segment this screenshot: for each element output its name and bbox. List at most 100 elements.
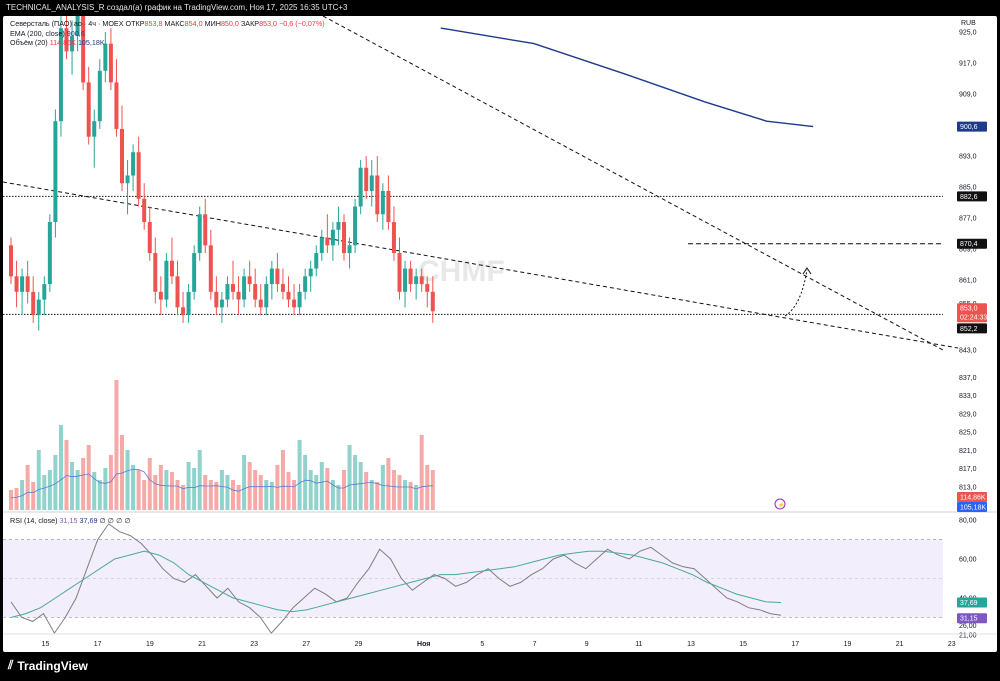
volume-bar [308,470,313,510]
time-tick-label: 15 [739,641,747,648]
level-top-badge-bg [957,191,987,202]
projection-arrow [784,269,808,317]
candle-body [208,245,213,292]
candle-body [175,276,180,308]
volume-bar [419,435,424,510]
volume-legend[interactable]: Объём (20) 114,86K 105,18K [10,38,105,47]
candle-body [375,175,380,215]
volume-bar [258,475,263,510]
price-tick-label: 893,0 [959,154,977,161]
volume-bar [20,480,25,510]
price-tick-label: 909,0 [959,92,977,99]
candle-body [242,276,247,300]
volume-bar [314,475,319,510]
volume-bar [425,465,430,510]
candle-body [236,291,241,300]
time-tick-label: 15 [42,641,50,648]
time-tick-label: 21 [896,641,904,648]
rsi-tick-label: 26,00 [959,623,977,630]
volume-bar [203,475,208,510]
time-tick-label: 17 [94,641,102,648]
candle-body [247,276,252,285]
volume-bar [86,445,91,510]
volume-bar [53,455,58,510]
volume-bar [58,425,63,510]
candle-body [253,284,258,300]
volume-bar [303,455,308,510]
candle-body [42,284,47,300]
volume-bar [403,480,408,510]
volume-bar [64,440,69,510]
rsi-ma-badge-bg [957,597,987,608]
tradingview-logo[interactable]: ⫽ TradingView [8,658,88,673]
volume-bar [70,462,75,510]
candle-body [308,268,313,277]
price-tick-label: 825,0 [959,430,977,437]
volume-bar [358,462,363,510]
candle-body [297,291,302,308]
volume-badge-1-bg [957,492,987,502]
volume-bar [236,485,241,510]
time-tick-label: 29 [355,641,363,648]
candle-body [64,28,69,52]
time-tick-label: 21 [198,641,206,648]
volume-bar [253,470,258,510]
candle-body [186,291,191,316]
volume-bar [280,450,285,510]
candle-body [47,222,52,285]
volume-bar [292,480,297,510]
projection-arrowhead [802,267,812,275]
volume-badge-1: 114,86K [960,495,986,502]
volume-bar [36,450,41,510]
candle-body [425,284,430,292]
ema-value: 900,6 [66,29,85,38]
volume-bar [336,485,341,510]
rsi-value-1: 31,15 [59,516,78,525]
ema-legend[interactable]: EMA (200, close) 900,6 [10,29,85,38]
candle-body [336,222,341,230]
candle-body [147,222,152,254]
symbol-name[interactable]: Северсталь (ПАО) [10,19,72,28]
trendline-lower [3,181,959,349]
volume-bar [342,470,346,510]
volume-bar [414,485,419,510]
chart-panel[interactable]: CHMFRUB925,0917,0909,0901,0893,0885,0877… [3,16,997,652]
candle-body [286,291,291,300]
rsi-value-2: 37,69 [79,516,98,525]
price-tick-label: 917,0 [959,61,977,68]
volume-bar [386,458,391,510]
volume-bar [330,480,335,510]
level-mid-badge-bg [957,238,987,249]
price-tick-label: 877,0 [959,216,977,223]
volume-value-1: 114,86K [49,38,76,47]
candle-body [125,175,130,184]
countdown-badge-bg [957,312,987,323]
candle-body [108,43,113,83]
level-low-badge-bg [957,323,987,334]
candle-body [419,276,424,285]
chart-canvas[interactable]: CHMFRUB925,0917,0909,0901,0893,0885,0877… [3,16,997,652]
candle-body [153,253,158,292]
volume-bar [186,462,191,510]
price-tick-label: 817,0 [959,466,977,473]
volume-bar [247,462,252,510]
volume-bar [103,468,108,510]
rsi-extra: ∅ ∅ ∅ ∅ [99,516,131,525]
rsi-badge-bg [957,613,987,624]
time-tick-label: 19 [146,641,154,648]
candle-body [292,299,297,308]
rsi-legend[interactable]: RSI (14, close) 31,15 37,69 ∅ ∅ ∅ ∅ [10,516,131,525]
level-low-badge: 852,2 [960,326,978,333]
last-price-badge-bg [957,303,987,314]
volume-bar [25,465,30,510]
trendline-upper [322,16,944,351]
attribution-text: TECHNICAL_ANALYSIS_R создал(а) график на… [6,3,348,12]
candle-body [430,291,435,312]
close-label: ЗАКР [240,19,260,28]
candle-body [120,128,124,184]
candle-body [280,284,285,292]
candle-body [58,28,63,122]
volume-bar [264,480,269,510]
volume-bar [114,380,119,510]
